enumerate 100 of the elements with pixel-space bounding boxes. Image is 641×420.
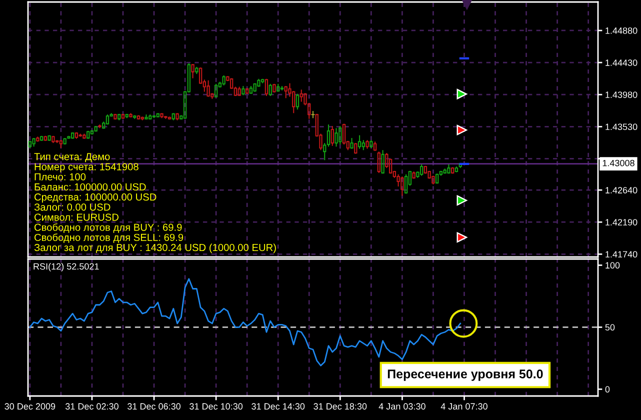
candlestick [296, 93, 300, 110]
candlestick [242, 86, 245, 96]
candlestick [261, 78, 264, 84]
candlestick [52, 135, 55, 144]
annotation: Свободно лотов для SELL: 69.9 [34, 233, 184, 243]
y-tick-label: 1.44430 [606, 60, 638, 66]
candlestick [381, 150, 384, 174]
annotation: Символ: EURUSD [34, 214, 119, 221]
candlestick [136, 114, 140, 120]
annotation: Залог: 0.00 USD [34, 204, 110, 211]
candlestick [447, 164, 450, 174]
annotation: Плечо: 100 [34, 173, 86, 180]
candlestick [338, 125, 342, 145]
candlestick [354, 142, 358, 154]
candlestick [74, 132, 78, 140]
candlestick [156, 112, 160, 118]
candlestick [82, 133, 86, 140]
candlestick [264, 78, 268, 97]
candlestick [443, 168, 446, 174]
annotation: Баланс: 100000.00 USD [34, 183, 146, 190]
chart-title: RSI(12) 52.5021 [34, 263, 99, 272]
candlestick [118, 113, 121, 121]
y-tick-label: 1.44880 [606, 27, 638, 34]
annotation: Тип счета: Демо [34, 153, 110, 162]
candlestick [160, 112, 164, 119]
candlestick [48, 134, 51, 142]
x-tick-label: 31 Dec 02:30 [65, 403, 118, 410]
annotation: Номер счета: 1541908 [34, 163, 138, 172]
candlestick [257, 78, 260, 88]
candlestick [86, 130, 90, 140]
y-tick-label: 100 [606, 262, 620, 269]
y-tick-label: 1.42190 [606, 219, 638, 226]
candlestick [310, 110, 316, 119]
candlestick [125, 113, 128, 119]
annotation: Залог за лот для BUY : 1430.24 USD (1000.00 EUR) [34, 244, 276, 254]
x-tick-label: 31 Dec 18:30 [314, 403, 367, 410]
candlestick [106, 114, 110, 126]
candlestick [148, 114, 152, 120]
candlestick [400, 176, 404, 196]
candlestick [94, 125, 98, 132]
candlestick [300, 89, 303, 102]
y-tick-label: 1.43980 [606, 92, 638, 98]
x-tick-label: 31 Dec 10:30 [190, 403, 243, 410]
candlestick [334, 128, 338, 148]
candlestick [451, 166, 454, 174]
x-tick-label: 31 Dec 14:30 [252, 403, 305, 410]
candlestick [144, 114, 148, 120]
candlestick [40, 135, 44, 142]
y-tick-label: 50 [605, 324, 615, 331]
candlestick [245, 88, 249, 94]
candlestick [424, 165, 428, 174]
candlestick [404, 174, 408, 194]
candlestick [412, 171, 416, 180]
x-tick-label: 31 Dec 06:30 [128, 403, 181, 410]
candlestick [140, 116, 144, 121]
ref-line-label: 1.43008 [602, 160, 634, 166]
candlestick [272, 83, 276, 93]
candlestick [44, 135, 48, 142]
candlestick [373, 141, 377, 152]
candlestick [191, 63, 194, 79]
candlestick [172, 112, 175, 121]
candlestick [238, 86, 241, 97]
candlestick [71, 132, 74, 140]
candlestick [133, 114, 136, 120]
candlestick [366, 140, 369, 150]
candlestick [284, 86, 288, 99]
candlestick [176, 112, 179, 121]
candlestick [90, 130, 94, 136]
candlestick [206, 80, 210, 98]
candlestick [280, 86, 284, 91]
candlestick [249, 86, 253, 94]
x-tick-label: 30 Dec 2009 [4, 403, 56, 410]
candlestick [330, 125, 334, 146]
candlestick [36, 136, 40, 142]
candlestick [420, 164, 424, 176]
candlestick [432, 175, 435, 185]
candlestick [63, 138, 66, 145]
y-tick-label: 1.41740 [606, 251, 638, 258]
candlestick [59, 140, 63, 149]
candlestick [370, 140, 373, 149]
candlestick [28, 140, 32, 149]
y-tick-label: 1.42640 [606, 187, 638, 194]
x-tick-label: 4 Jan 07:30 [440, 403, 488, 410]
candlestick [98, 124, 102, 129]
candlestick [114, 113, 117, 120]
candlestick [435, 173, 439, 184]
annotation: Средства: 100000.00 USD [34, 193, 156, 203]
candlestick [458, 163, 462, 168]
annotation: Свободно лотов для BUY : 69.9 [34, 223, 182, 233]
candlestick [214, 83, 218, 98]
candlestick [129, 112, 132, 118]
candlestick [358, 134, 362, 150]
candlestick [32, 138, 36, 148]
candlestick [454, 166, 458, 173]
candlestick [268, 83, 272, 97]
x-tick-label: 4 Jan 03:30 [378, 403, 426, 410]
candlestick [350, 138, 354, 150]
candlestick [222, 74, 226, 86]
candlestick [276, 83, 280, 92]
candlestick [121, 113, 125, 120]
